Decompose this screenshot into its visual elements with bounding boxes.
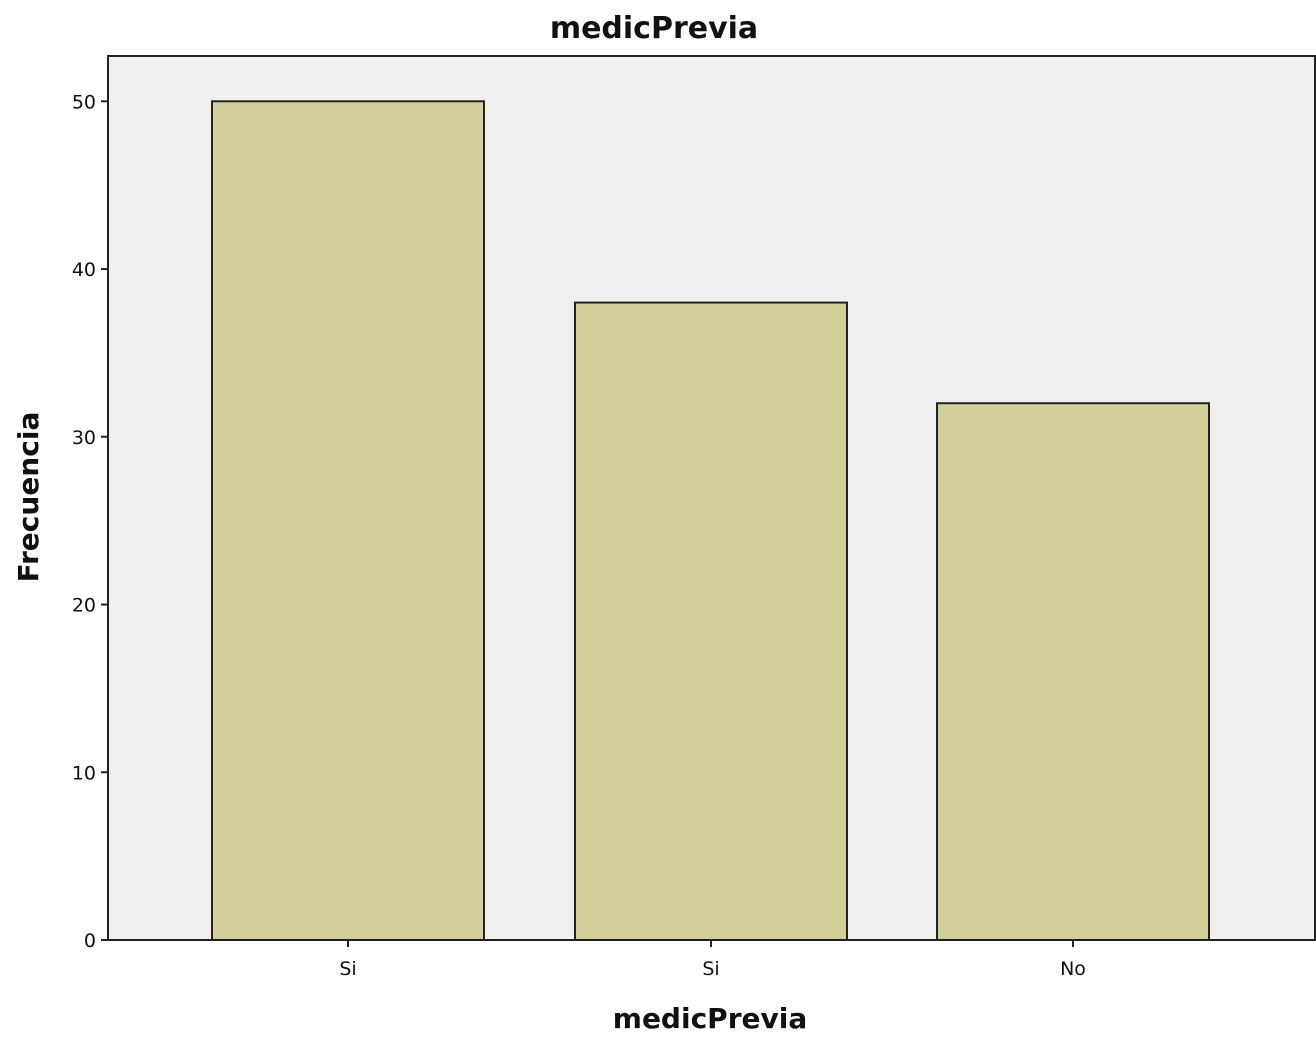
x-tick-label: Si [339,958,356,980]
y-tick-label: 40 [72,259,96,281]
x-tick-label: No [1060,958,1086,980]
y-tick-label: 10 [72,762,96,784]
y-tick-label: 30 [72,427,96,449]
y-tick-label: 50 [72,91,96,113]
y-tick-label: 0 [84,930,96,952]
y-axis-label: Frecuencia [12,412,45,583]
y-tick-label: 20 [72,595,96,617]
chart-title: medicPrevia [550,11,758,46]
bar-3 [936,402,1210,941]
x-axis-label: medicPrevia [613,1002,807,1035]
bar-1 [211,100,485,941]
x-tick-label: Si [702,958,719,980]
bar-2 [574,301,848,942]
